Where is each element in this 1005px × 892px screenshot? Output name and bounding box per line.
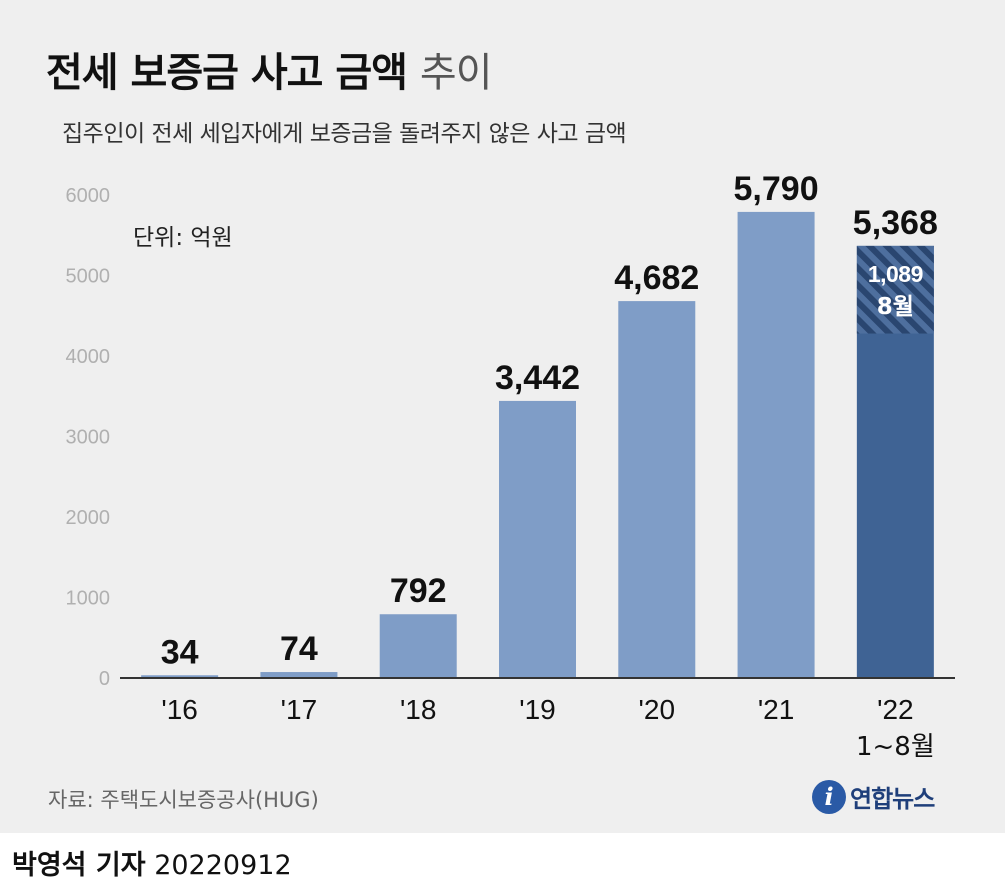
y-tick-label: 2000	[66, 507, 111, 529]
bar-highlight-segment	[856, 245, 934, 334]
chart-title: 전세 보증금 사고 금액 추이	[46, 40, 493, 98]
title-suffix: 추이	[419, 50, 493, 96]
chart-subtitle: 집주인이 전세 세입자에게 보증금을 돌려주지 않은 사고 금액	[62, 121, 627, 147]
highlight-sub-label: 8월	[877, 294, 914, 320]
logo-text: 연합뉴스	[850, 785, 935, 813]
y-tick-label: 0	[99, 668, 110, 690]
logo-mark-icon: i	[812, 779, 846, 814]
publish-date: 20220912	[154, 850, 292, 881]
x-tick-label: '21	[758, 694, 795, 725]
bar	[737, 211, 815, 678]
x-tick-label: '16	[161, 694, 198, 725]
source-note: 자료: 주택도시보증공사(HUG)	[48, 788, 319, 812]
bar-value-label: 5,368	[853, 204, 938, 242]
unit-label: 단위: 억원	[133, 225, 233, 251]
bar-value-label: 74	[280, 630, 318, 668]
y-tick-label: 3000	[66, 427, 111, 449]
bar	[379, 614, 457, 678]
bar-value-label: 792	[390, 572, 447, 610]
x-tick-label: '17	[281, 694, 318, 725]
bar-value-label: 3,442	[495, 359, 580, 397]
x-tick-label: '20	[639, 694, 676, 725]
y-tick-label: 1000	[66, 588, 111, 610]
title-main: 전세 보증금 사고 금액	[46, 50, 408, 96]
bar-value-label: 5,790	[734, 170, 819, 208]
x-tick-label: '18	[400, 694, 437, 725]
x-tick-label: '22	[877, 694, 914, 725]
bar	[141, 675, 219, 678]
bar	[618, 301, 696, 678]
y-tick-label: 5000	[66, 266, 111, 288]
highlight-value-label: 1,089	[868, 261, 923, 287]
bar-chart: 0 1000 2000 3000 4000 5000 6000 단위: 억원 34 '16 74 '1…	[66, 170, 955, 762]
x-tick-sublabel: 1~8월	[856, 732, 935, 762]
y-tick-label: 6000	[66, 185, 111, 207]
bar-value-label: 34	[161, 633, 199, 671]
reporter-name: 박영석 기자	[12, 850, 146, 881]
reporter-credit: 박영석 기자 20220912	[12, 843, 292, 882]
x-tick-label: '19	[519, 694, 556, 725]
yonhap-logo: i 연합뉴스	[812, 779, 935, 814]
bar	[260, 672, 338, 678]
bar	[499, 400, 576, 678]
y-tick-label: 4000	[66, 346, 111, 368]
bar-value-label: 4,682	[614, 259, 699, 297]
